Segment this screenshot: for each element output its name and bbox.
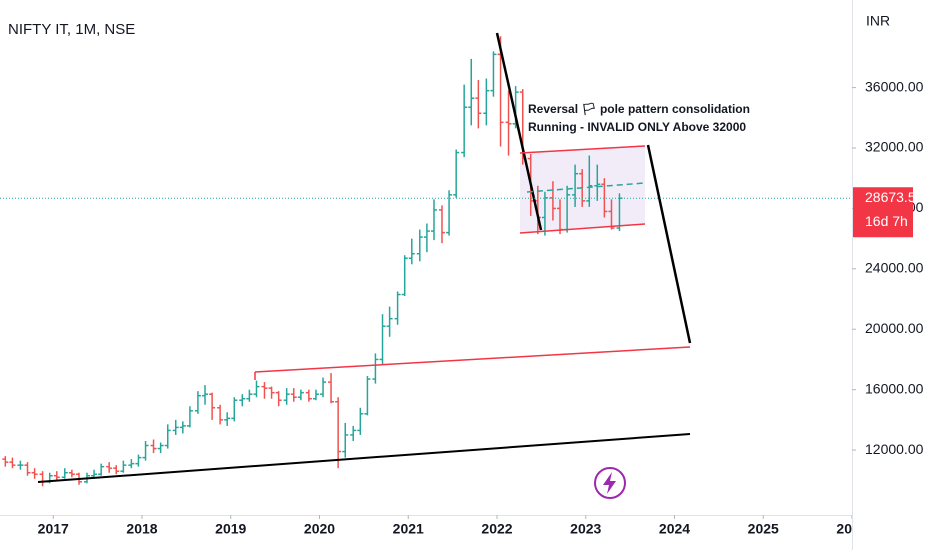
x-tick-label: 2019 <box>215 521 246 537</box>
x-tick-label: 2023 <box>570 521 601 537</box>
x-tick-label: 2025 <box>748 521 779 537</box>
trend-line <box>254 346 691 373</box>
currency-label: INR <box>866 13 890 29</box>
target-line <box>646 144 692 344</box>
y-tick-label: 36000.00 <box>865 78 924 94</box>
x-tick-label: 2020 <box>304 521 335 537</box>
plot-area <box>2 36 645 487</box>
countdown-label: 16d 7h <box>865 213 908 229</box>
x-tick-label: 2022 <box>481 521 512 537</box>
trend-line <box>37 433 691 483</box>
drawings <box>37 32 692 499</box>
last-price-box <box>853 187 913 238</box>
annotation: Running - INVALID ONLY Above 32000 <box>528 120 746 134</box>
x-tick-label: 2024 <box>659 521 690 537</box>
x-tick-label: 2021 <box>393 521 424 537</box>
y-tick-label: 12000.00 <box>865 441 924 457</box>
annotation: Reversal 🏳 pole pattern consolidation <box>528 102 750 116</box>
logo-bolt <box>603 472 616 494</box>
chart-title: NIFTY IT, 1M, NSE <box>8 21 135 38</box>
pole-line <box>495 32 543 231</box>
y-tick-label: 32000.00 <box>865 139 924 155</box>
y-tick-label: 24000.00 <box>865 260 924 276</box>
y-tick-label: 16000.00 <box>865 380 924 396</box>
x-tick-label: 2026 <box>836 521 867 537</box>
channel-top <box>519 145 646 154</box>
channel-bottom <box>519 223 646 234</box>
last-price-label: 28673.55 <box>865 189 924 205</box>
y-tick-label: 20000.00 <box>865 320 924 336</box>
time-axis: 2017 2018 2019 2020 2021 2022 2023 2024 2025 2026 <box>38 515 867 537</box>
x-tick-label: 2018 <box>126 521 157 537</box>
x-tick-label: 2017 <box>38 521 69 537</box>
